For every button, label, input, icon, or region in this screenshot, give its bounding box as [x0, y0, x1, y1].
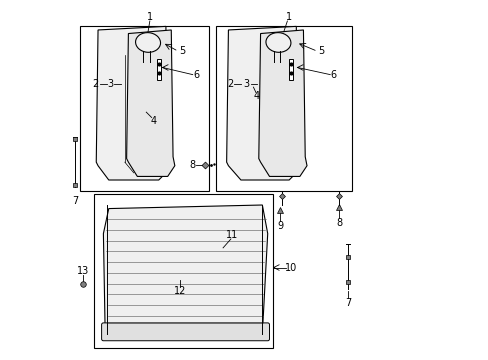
- Polygon shape: [258, 30, 306, 176]
- Text: 10: 10: [284, 262, 296, 273]
- Text: 7: 7: [72, 197, 78, 206]
- Text: 2: 2: [92, 78, 98, 89]
- Text: 8: 8: [189, 159, 195, 170]
- Text: 1: 1: [146, 13, 153, 22]
- FancyBboxPatch shape: [102, 323, 269, 341]
- Polygon shape: [157, 59, 160, 80]
- Text: 4: 4: [253, 91, 260, 101]
- Text: 6: 6: [193, 69, 199, 80]
- Bar: [216, 26, 351, 191]
- Ellipse shape: [265, 33, 290, 52]
- Text: 7: 7: [344, 298, 350, 308]
- Polygon shape: [226, 26, 299, 180]
- Text: 2: 2: [226, 78, 233, 89]
- Text: 3: 3: [243, 78, 249, 89]
- Text: 4: 4: [150, 116, 156, 126]
- Text: 3: 3: [107, 78, 113, 89]
- Bar: [80, 26, 208, 191]
- Text: 13: 13: [77, 266, 89, 276]
- Text: 5: 5: [318, 46, 324, 57]
- Text: 12: 12: [174, 286, 186, 296]
- Polygon shape: [126, 30, 175, 176]
- Polygon shape: [288, 59, 292, 80]
- Polygon shape: [96, 26, 169, 180]
- Text: 5: 5: [179, 46, 185, 57]
- Text: 11: 11: [225, 230, 238, 240]
- Text: 6: 6: [330, 69, 336, 80]
- Ellipse shape: [135, 33, 160, 52]
- Bar: [94, 194, 272, 348]
- Text: 1: 1: [285, 13, 292, 22]
- Text: 8: 8: [335, 218, 342, 228]
- Polygon shape: [103, 205, 267, 334]
- Text: 9: 9: [277, 221, 283, 231]
